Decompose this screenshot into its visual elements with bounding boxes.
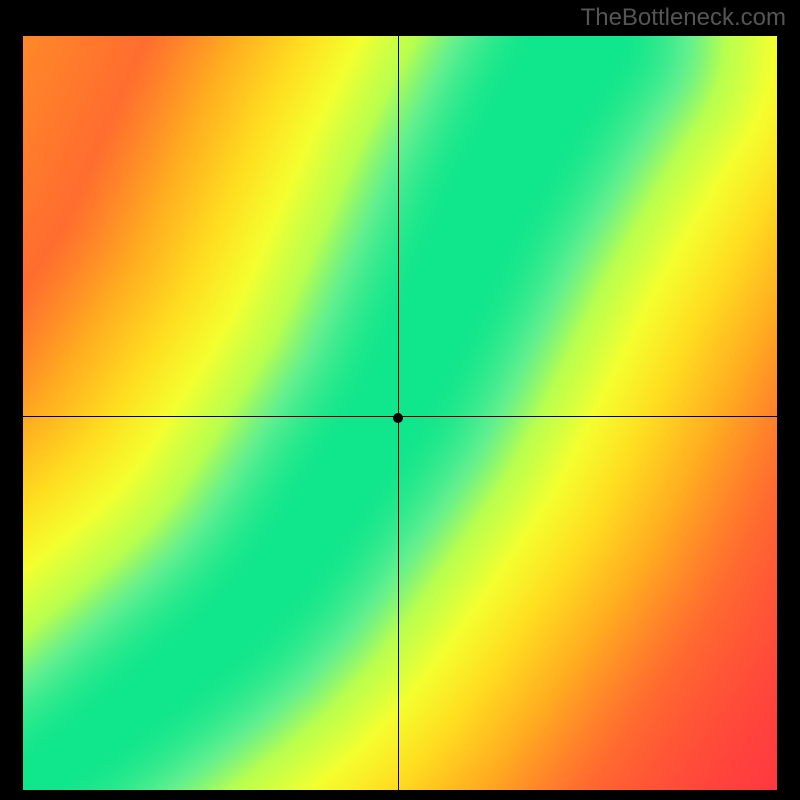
- bottleneck-heatmap-root: TheBottleneck.com: [0, 0, 800, 800]
- watermark-text: TheBottleneck.com: [581, 4, 786, 32]
